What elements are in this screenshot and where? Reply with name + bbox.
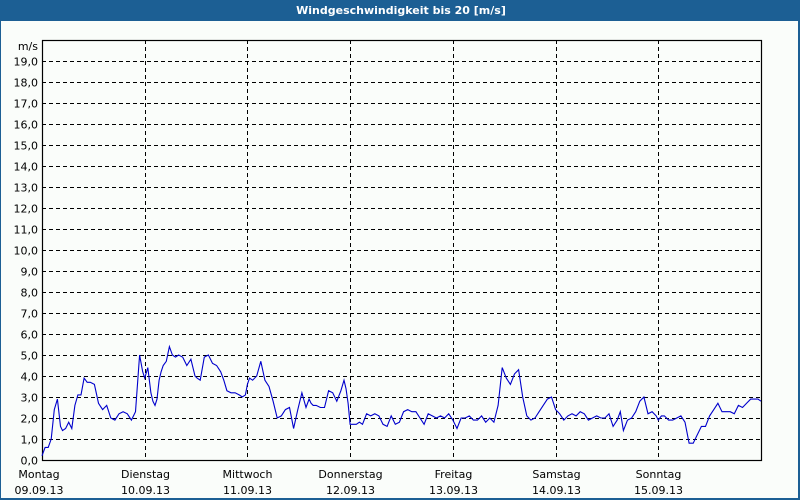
window-title: Windgeschwindigkeit bis 20 [m/s] — [1, 0, 800, 21]
x-day-label: Donnerstag — [318, 468, 382, 481]
y-tick-label: 12,0 — [14, 203, 39, 216]
x-day-label: Freitag — [435, 468, 473, 481]
y-tick-label: 18,0 — [14, 77, 39, 90]
y-tick-label: 16,0 — [14, 119, 39, 132]
x-date-label: 09.09.13 — [15, 484, 64, 497]
y-tick-label: 9,0 — [21, 266, 39, 279]
y-tick-label: 0,0 — [21, 455, 39, 468]
y-tick-label: 5,0 — [21, 350, 39, 363]
plot-frame — [41, 39, 763, 462]
y-tick-label: 7,0 — [21, 308, 39, 321]
y-tick-label: 17,0 — [14, 98, 39, 111]
x-day-label: Samstag — [532, 468, 580, 481]
y-tick-label: 14,0 — [14, 161, 39, 174]
x-date-label: 13.09.13 — [429, 484, 478, 497]
y-tick-label: 4,0 — [21, 371, 39, 384]
y-tick-label: 15,0 — [14, 140, 39, 153]
y-tick-label: 6,0 — [21, 329, 39, 342]
y-tick-label: 13,0 — [14, 182, 39, 195]
y-tick-label: 2,0 — [21, 413, 39, 426]
x-date-label: 14.09.13 — [532, 484, 581, 497]
x-day-label: Montag — [18, 468, 59, 481]
wind-speed-line — [41, 344, 762, 456]
y-tick-label: 3,0 — [21, 392, 39, 405]
x-day-label: Sonntag — [636, 468, 682, 481]
y-tick-label: 1,0 — [21, 434, 39, 447]
x-day-label: Dienstag — [121, 468, 170, 481]
y-tick-label: 8,0 — [21, 287, 39, 300]
x-date-label: 15.09.13 — [634, 484, 683, 497]
y-tick-label: 10,0 — [14, 245, 39, 258]
y-axis-unit: m/s — [18, 40, 38, 53]
x-date-label: 10.09.13 — [121, 484, 170, 497]
x-date-label: 11.09.13 — [223, 484, 272, 497]
y-tick-label: 19,0 — [14, 56, 39, 69]
x-date-label: 12.09.13 — [326, 484, 375, 497]
y-tick-label: 11,0 — [14, 224, 39, 237]
x-day-label: Mittwoch — [223, 468, 273, 481]
